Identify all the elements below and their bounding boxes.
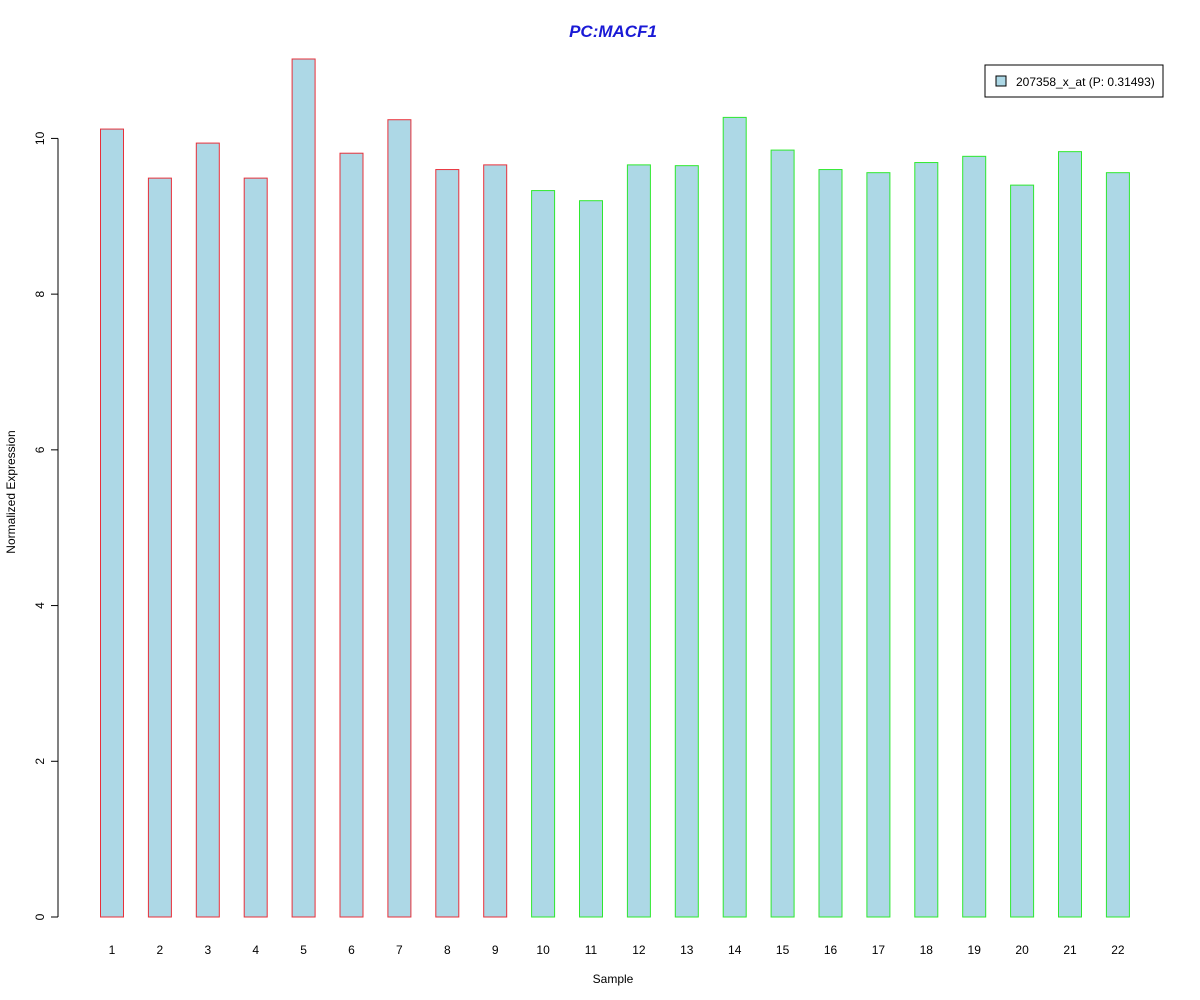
y-tick-label: 0 bbox=[33, 913, 47, 920]
y-tick-label: 8 bbox=[33, 290, 47, 297]
y-axis-label: Normalized Expression bbox=[4, 430, 18, 553]
x-tick-label: 20 bbox=[1015, 943, 1029, 957]
x-tick-label: 15 bbox=[776, 943, 790, 957]
bars bbox=[100, 58, 1130, 918]
x-tick-label: 8 bbox=[444, 943, 451, 957]
x-tick-label: 13 bbox=[680, 943, 694, 957]
bar-sample-3 bbox=[195, 142, 220, 918]
x-tick-label: 22 bbox=[1111, 943, 1125, 957]
bar-sample-14 bbox=[722, 116, 747, 918]
bar-sample-21 bbox=[1058, 151, 1082, 918]
bar-sample-15 bbox=[770, 149, 795, 918]
x-tick-label: 1 bbox=[109, 943, 116, 957]
x-tick-label: 19 bbox=[968, 943, 982, 957]
x-tick-label: 18 bbox=[920, 943, 934, 957]
bar-sample-8 bbox=[435, 169, 460, 918]
legend-swatch bbox=[995, 75, 1007, 87]
bar-sample-19 bbox=[962, 155, 987, 918]
bar-sample-20 bbox=[1010, 184, 1035, 918]
x-tick-label: 16 bbox=[824, 943, 838, 957]
x-tick-label: 12 bbox=[632, 943, 646, 957]
legend-entry-label: 207358_x_at (P: 0.31493) bbox=[1016, 75, 1155, 89]
legend-box bbox=[984, 64, 1164, 98]
bar-sample-16 bbox=[818, 169, 843, 918]
x-tick-label: 5 bbox=[300, 943, 307, 957]
bar-sample-1 bbox=[100, 128, 124, 918]
bar-sample-22 bbox=[1105, 172, 1130, 918]
bar-sample-10 bbox=[531, 190, 556, 918]
bar-sample-13 bbox=[674, 165, 699, 918]
x-tick-label: 7 bbox=[396, 943, 403, 957]
bar-sample-2 bbox=[147, 177, 172, 918]
x-tick-label: 4 bbox=[252, 943, 259, 957]
bar-sample-6 bbox=[339, 152, 364, 918]
x-tick-label: 14 bbox=[728, 943, 742, 957]
x-tick-label: 3 bbox=[204, 943, 211, 957]
x-tick-label: 2 bbox=[157, 943, 164, 957]
y-tick-label: 2 bbox=[33, 758, 47, 765]
bar-sample-17 bbox=[866, 172, 891, 918]
y-tick-label: 4 bbox=[33, 602, 47, 609]
x-tick-label: 9 bbox=[492, 943, 499, 957]
bar-sample-18 bbox=[914, 162, 939, 918]
bar-sample-9 bbox=[483, 164, 508, 918]
y-tick-label: 10 bbox=[33, 131, 47, 145]
x-tick-label: 10 bbox=[536, 943, 550, 957]
chart-title: PC:MACF1 bbox=[569, 22, 657, 41]
x-tick-label: 17 bbox=[872, 943, 886, 957]
bar-sample-5 bbox=[291, 58, 316, 918]
x-axis-tick-labels: 1 2 3 4 5 6 7 8 9 10 11 12 13 14 15 16 17 18 19 20 21 22 bbox=[109, 943, 1125, 957]
bar-sample-12 bbox=[626, 164, 651, 918]
legend: 207358_x_at (P: 0.31493) bbox=[984, 64, 1164, 98]
bar-sample-11 bbox=[579, 200, 603, 918]
bar-sample-4 bbox=[243, 177, 268, 918]
x-axis-label: Sample bbox=[593, 972, 634, 986]
y-axis: 0 2 4 6 8 10 bbox=[33, 131, 59, 920]
bar-sample-7 bbox=[387, 119, 412, 918]
y-tick-label: 6 bbox=[33, 446, 47, 453]
x-tick-label: 21 bbox=[1063, 943, 1077, 957]
x-tick-label: 6 bbox=[348, 943, 355, 957]
x-tick-label: 11 bbox=[585, 943, 598, 957]
